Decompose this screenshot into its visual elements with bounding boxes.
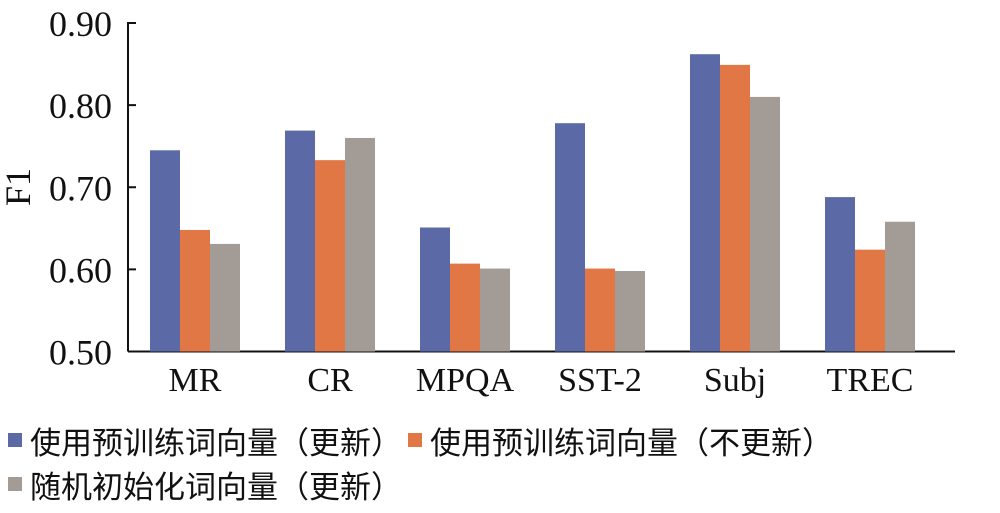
bar-subj-series-1 (690, 54, 720, 352)
bar-sst-2-series-3 (615, 271, 645, 352)
legend-item: 使用预训练词向量（更新） (8, 418, 402, 462)
bar-mr-series-2 (180, 229, 210, 352)
legend-swatch (408, 433, 422, 447)
legend-item: 使用预训练词向量（不更新） (408, 418, 833, 462)
bar-sst-2-series-2 (585, 268, 615, 352)
x-tick-label: SST-2 (558, 362, 642, 399)
legend: 使用预训练词向量（更新） 使用预训练词向量（不更新） 随机初始化词向量（更新） (8, 418, 998, 506)
legend-item: 随机初始化词向量（更新） (8, 462, 402, 506)
bar-mr-series-3 (210, 243, 240, 352)
bar-trec-series-1 (825, 197, 855, 352)
legend-label: 使用预训练词向量（不更新） (430, 425, 833, 462)
legend-swatch (8, 433, 22, 447)
bar-mpqa-series-3 (480, 268, 510, 352)
x-tick-label: MR (169, 362, 222, 399)
bar-subj-series-2 (720, 64, 750, 352)
x-tick-label: CR (307, 362, 353, 399)
bar-mpqa-series-1 (420, 227, 450, 352)
y-axis-label: F1 (0, 168, 38, 206)
bar-cr-series-3 (345, 137, 375, 352)
y-tick-label: 0.90 (49, 4, 112, 44)
x-tick-label: TREC (827, 362, 914, 399)
bar-cr-series-1 (285, 130, 315, 352)
y-tick-label: 0.60 (49, 250, 112, 290)
bar-cr-series-2 (315, 160, 345, 352)
bar-sst-2-series-1 (555, 123, 585, 352)
y-tick-label: 0.80 (49, 86, 112, 126)
legend-label: 随机初始化词向量（更新） (30, 469, 402, 506)
bar-mr-series-1 (150, 150, 180, 352)
bar-trec-series-3 (885, 221, 915, 352)
legend-label: 使用预训练词向量（更新） (30, 425, 402, 462)
y-tick-label: 0.50 (49, 333, 112, 373)
bar-mpqa-series-2 (450, 263, 480, 352)
bar-trec-series-2 (855, 249, 885, 352)
x-tick-label: MPQA (416, 362, 515, 399)
y-tick-label: 0.70 (49, 168, 112, 208)
x-tick-label: Subj (704, 362, 766, 399)
legend-swatch (8, 477, 22, 491)
bar-subj-series-3 (750, 96, 780, 352)
